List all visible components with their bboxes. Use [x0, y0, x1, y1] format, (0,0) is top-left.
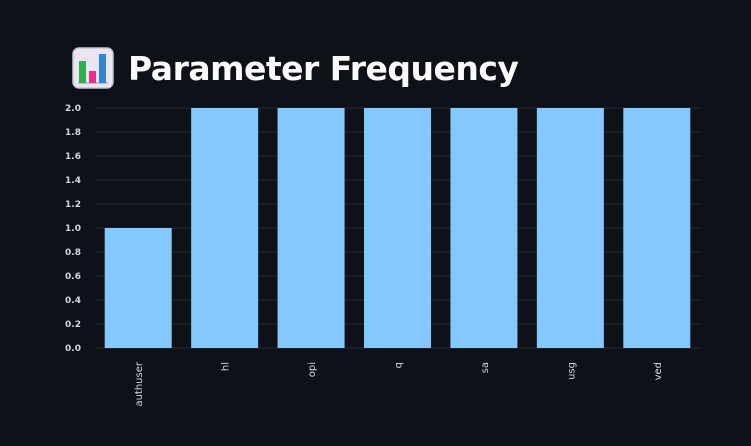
- y-tick-label: 0.0: [65, 344, 81, 354]
- bar-hl[interactable]: [191, 108, 259, 348]
- bar-sa[interactable]: [450, 108, 518, 348]
- page-header: Parameter Frequency: [72, 44, 519, 92]
- bar-authuser[interactable]: [104, 228, 172, 348]
- y-tick-label: 1.8: [65, 128, 81, 138]
- bar-ved[interactable]: [623, 108, 691, 348]
- y-tick-label: 2.0: [65, 104, 81, 114]
- x-tick-label: opi: [307, 362, 318, 377]
- x-axis: authuser hl opi q sa usg ved: [134, 361, 664, 406]
- bar-chart-icon: [72, 47, 114, 89]
- bar-q[interactable]: [364, 108, 431, 348]
- y-tick-label: 1.2: [65, 200, 81, 210]
- y-tick-label: 0.2: [65, 320, 81, 330]
- y-tick-label: 1.0: [65, 224, 81, 234]
- y-tick-label: 0.6: [65, 272, 81, 282]
- bars: [104, 108, 691, 348]
- y-tick-label: 1.4: [65, 176, 81, 186]
- x-tick-label: q: [394, 362, 405, 368]
- y-tick-label: 0.4: [65, 296, 81, 306]
- bar-opi[interactable]: [277, 108, 345, 348]
- y-tick-label: 1.6: [65, 152, 81, 162]
- y-axis: 0.0 0.2 0.4 0.6 0.8 1.0 1.2 1.4 1.6 1.8 2.0: [65, 104, 81, 354]
- x-tick-label: hl: [221, 362, 232, 371]
- page-title: Parameter Frequency: [128, 48, 519, 88]
- x-tick-label: usg: [566, 362, 577, 380]
- y-tick-label: 0.8: [65, 248, 81, 258]
- x-tick-label: sa: [480, 362, 491, 373]
- x-tick-label: authuser: [134, 361, 145, 406]
- x-tick-label: ved: [653, 362, 664, 380]
- bar-usg[interactable]: [536, 108, 604, 348]
